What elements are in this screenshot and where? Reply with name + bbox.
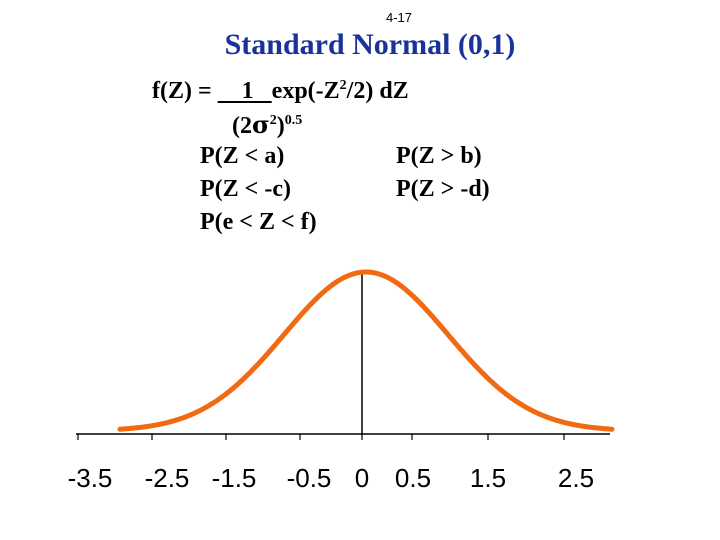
prob-left-3: P(e < Z < f) bbox=[200, 209, 317, 235]
x-tick-label: -3.5 bbox=[67, 463, 113, 493]
normal-curve bbox=[117, 269, 615, 432]
x-tick-label: 0 bbox=[354, 463, 370, 493]
denominator-sup2: 0.5 bbox=[284, 113, 303, 128]
prob-left-2: P(Z < -c) bbox=[200, 176, 291, 202]
x-tick-label: 0.5 bbox=[394, 463, 432, 493]
slide-title: Standard Normal (0,1) bbox=[224, 28, 516, 61]
density-formula: f(Z) = 1 exp(-Z2/2) dZ bbox=[152, 78, 409, 105]
slide-number: 4-17 bbox=[386, 10, 413, 25]
formula-exp-pre: exp(-Z bbox=[271, 78, 340, 104]
denominator-sup1: 2 bbox=[269, 113, 277, 128]
prob-left-1: P(Z < a) bbox=[200, 143, 285, 169]
formula-exp-post: /2) dZ bbox=[346, 78, 409, 104]
x-tick-label: 2.5 bbox=[557, 463, 595, 493]
denominator-mid: ) bbox=[276, 113, 285, 139]
formula-denominator: (2σ2)0.5 bbox=[232, 110, 302, 140]
x-axis-ticks bbox=[77, 434, 565, 440]
x-tick-label: 1.5 bbox=[469, 463, 507, 493]
formula-numerator: 1 bbox=[217, 78, 272, 104]
x-tick-label: -0.5 bbox=[286, 463, 332, 493]
denominator-pre: (2 bbox=[232, 113, 252, 139]
sigma-symbol: σ bbox=[252, 110, 270, 139]
formula-lhs: f(Z) = bbox=[152, 78, 218, 104]
prob-right-2: P(Z > -d) bbox=[396, 176, 490, 202]
x-tick-label: -2.5 bbox=[144, 463, 190, 493]
formula-exp-sup: 2 bbox=[339, 78, 347, 93]
prob-right-1: P(Z > b) bbox=[396, 143, 482, 169]
x-tick-label: -1.5 bbox=[211, 463, 257, 493]
